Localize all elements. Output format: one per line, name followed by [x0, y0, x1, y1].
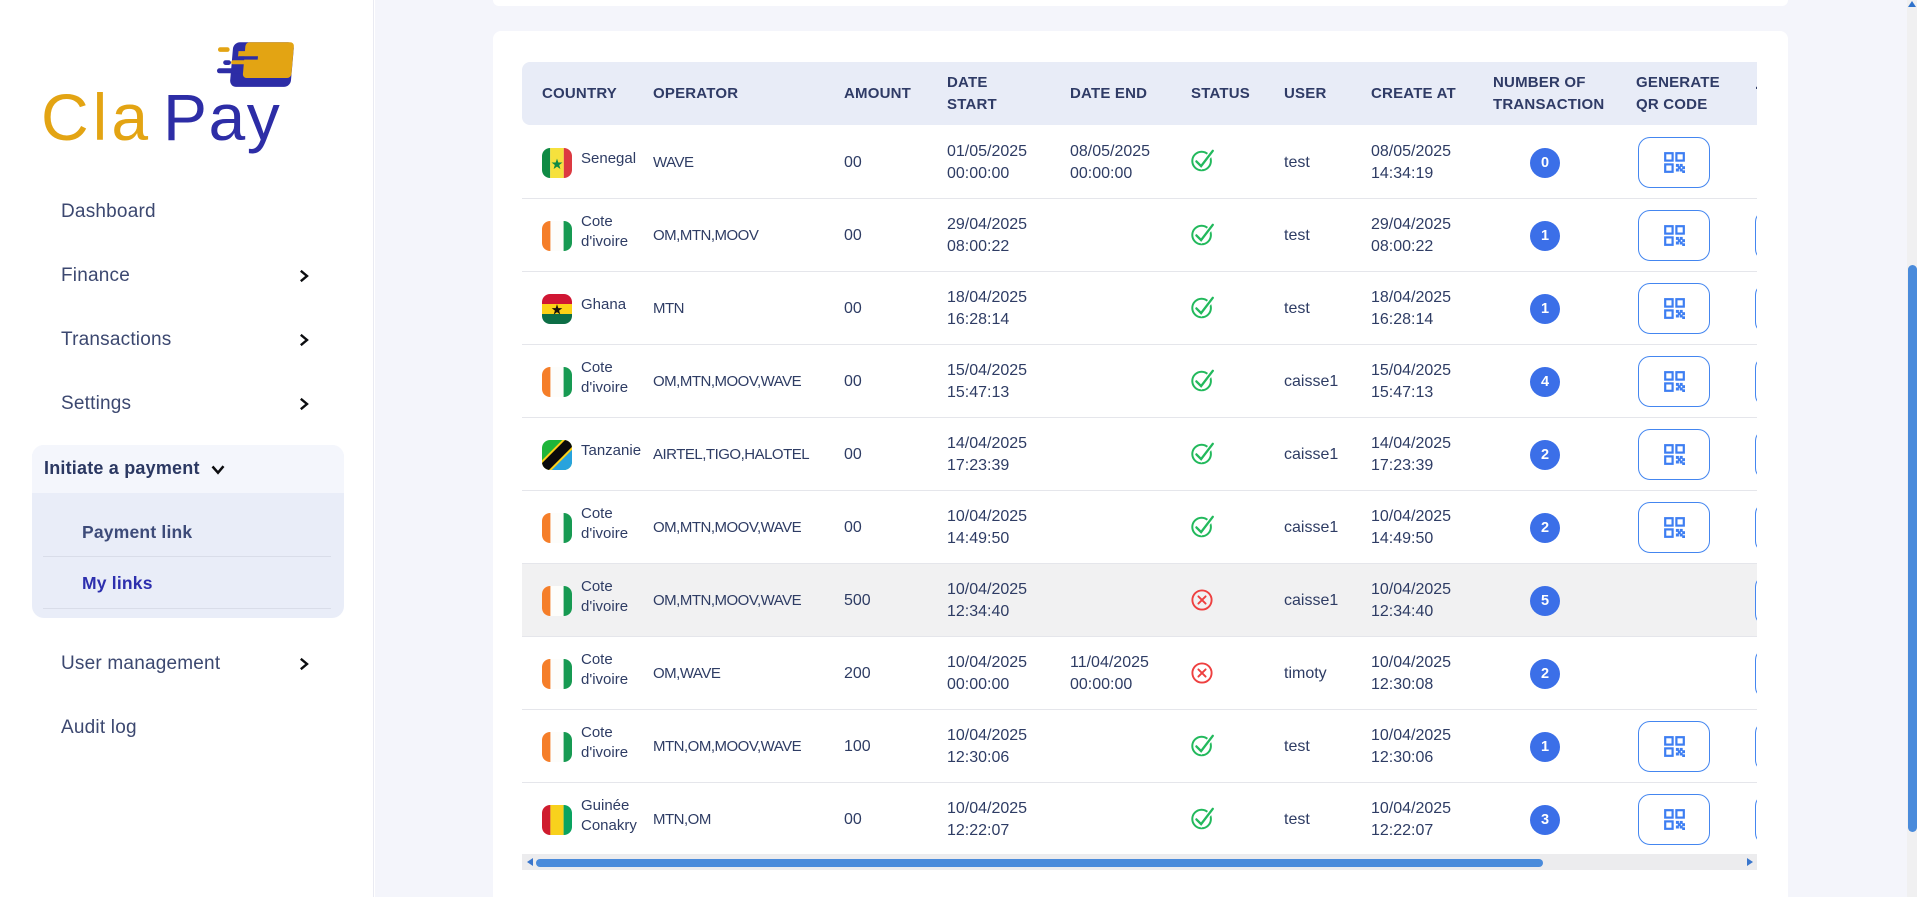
svg-text:Cla: Cla	[41, 80, 152, 154]
svg-text:Pay: Pay	[163, 80, 281, 154]
